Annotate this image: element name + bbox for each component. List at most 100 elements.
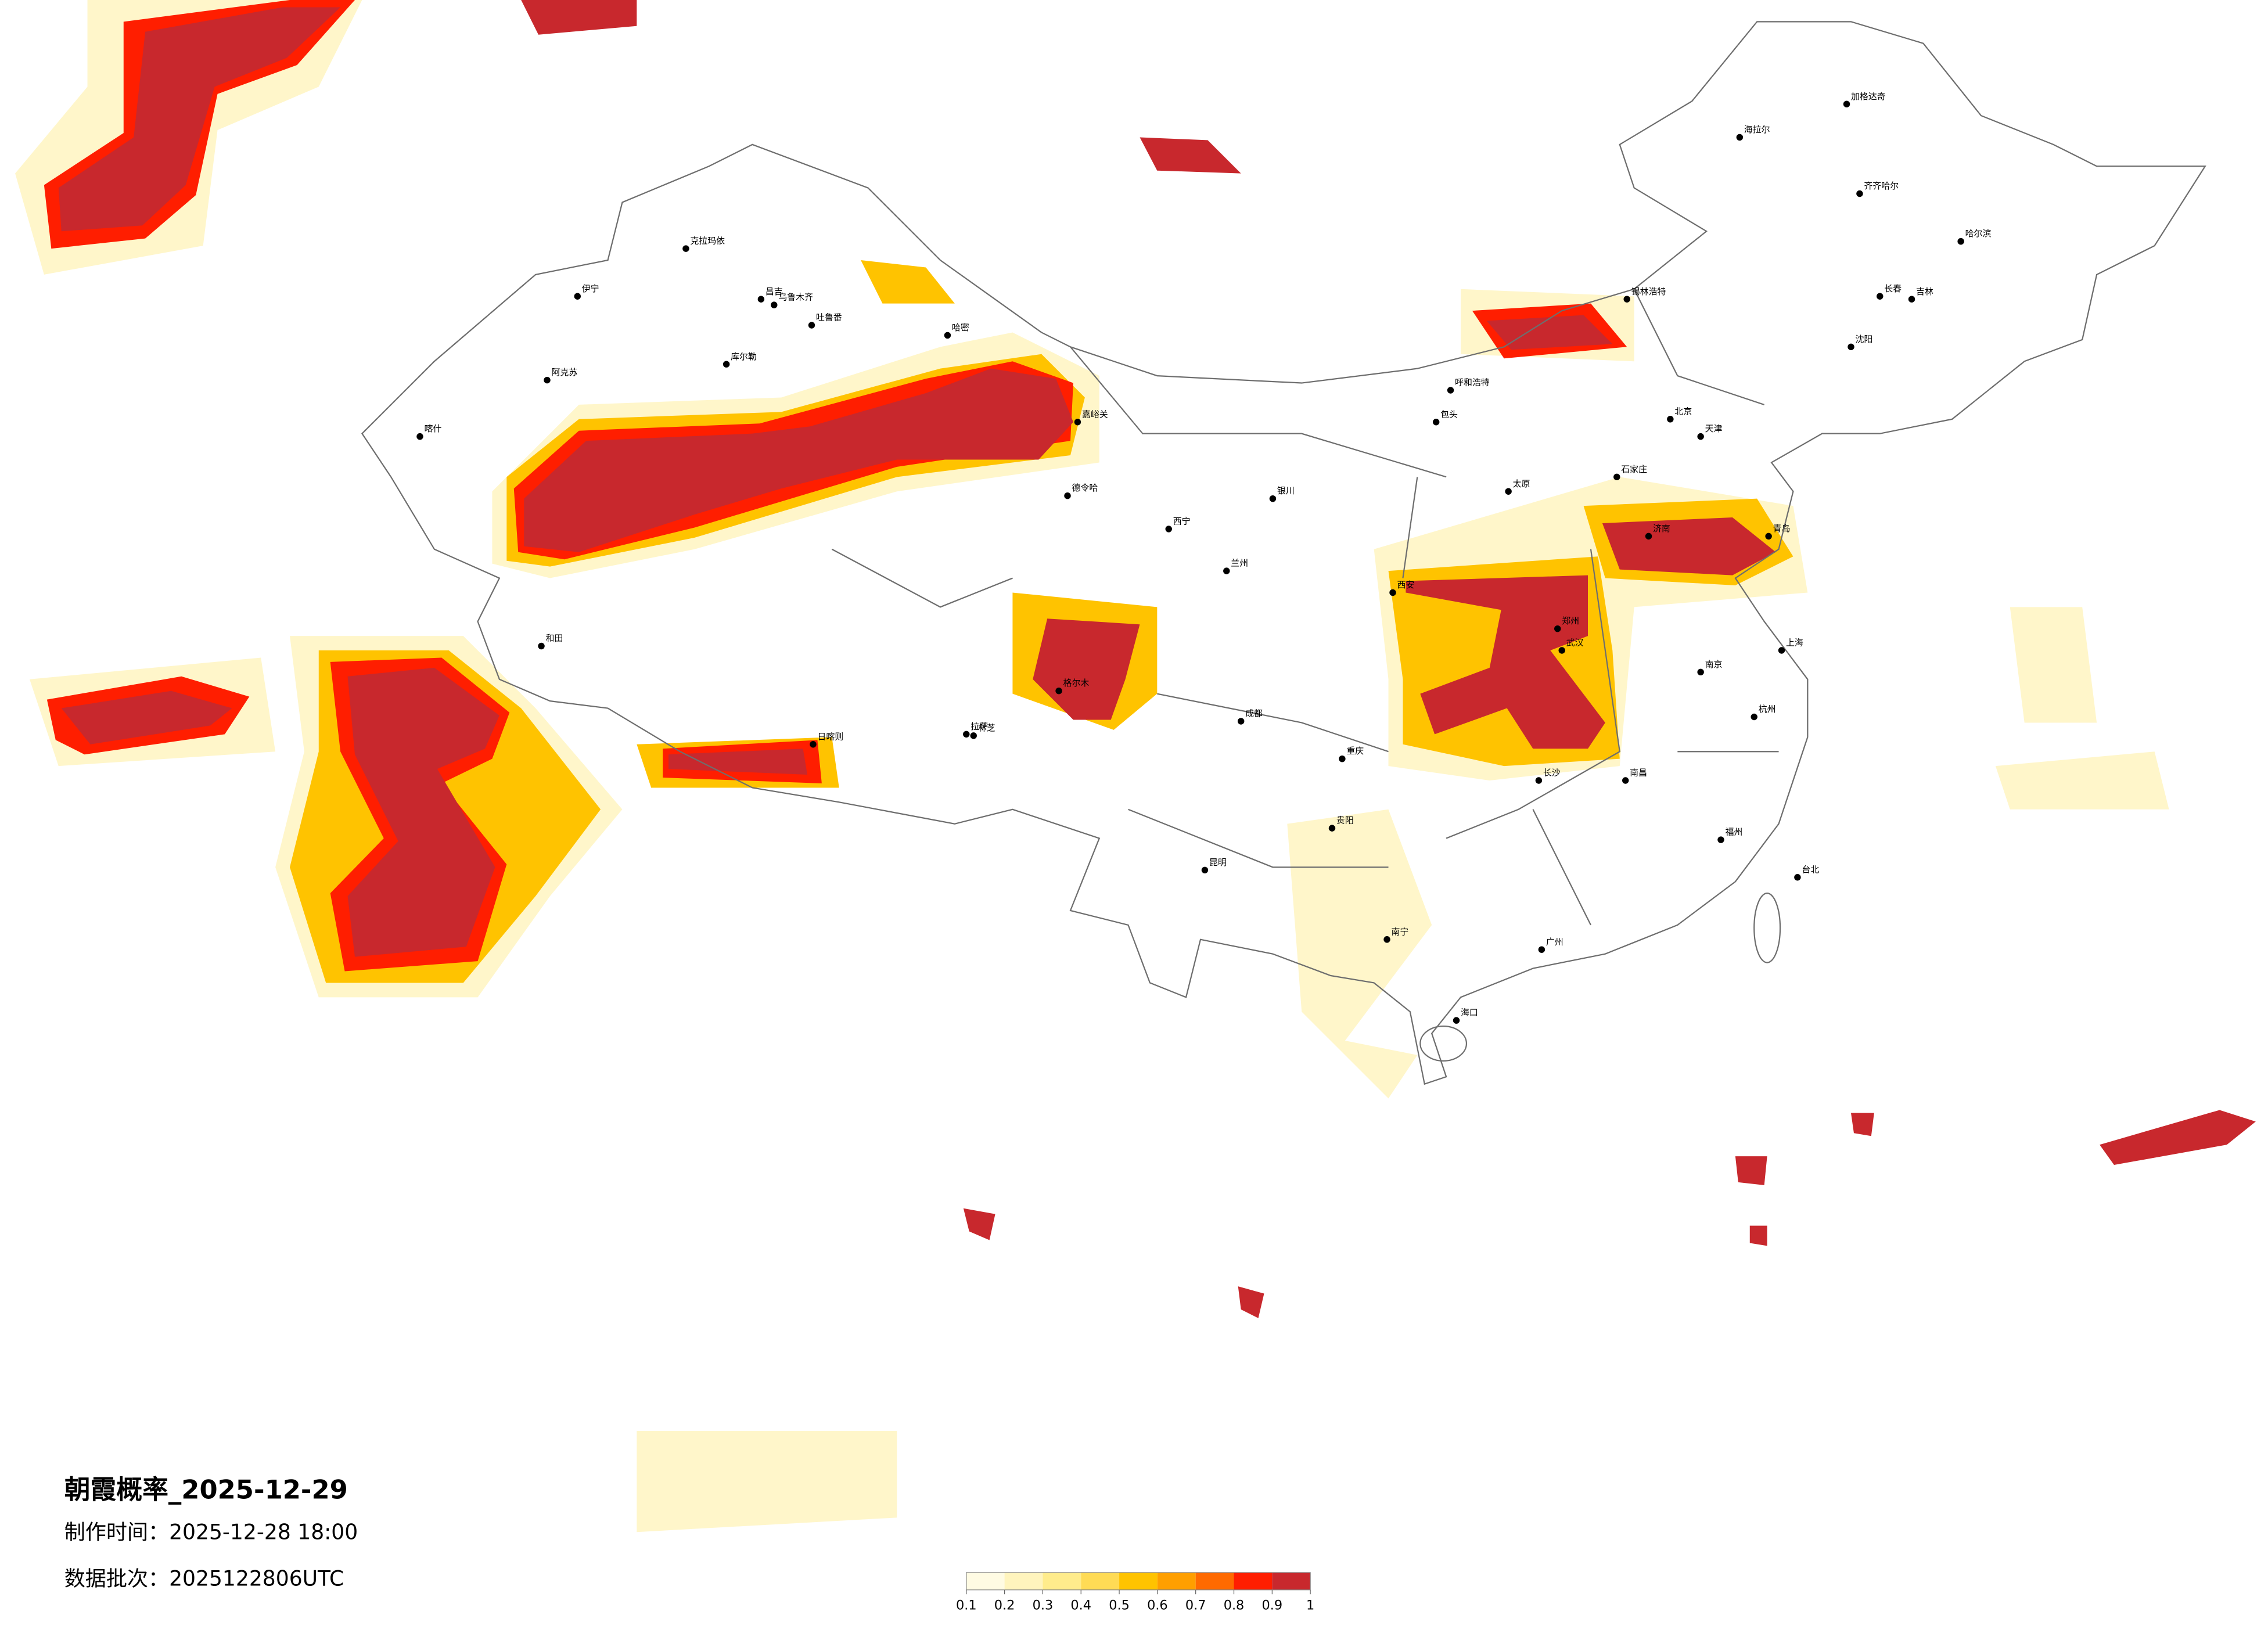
city-label: 嘉峪关: [1082, 409, 1108, 419]
colorbar-label: 0.6: [1147, 1598, 1168, 1613]
city-label: 杭州: [1759, 704, 1776, 714]
city-label: 日喀则: [817, 731, 843, 742]
colorbar-swatch: [1272, 1572, 1311, 1590]
city-dot: [944, 332, 951, 339]
colorbar-label: 0.1: [956, 1598, 977, 1613]
city-label: 成都: [1245, 708, 1263, 719]
colorbar-swatch: [1004, 1572, 1043, 1590]
city-dot: [1538, 946, 1545, 953]
city-dot: [544, 376, 551, 384]
colorbar-label: 0.2: [994, 1598, 1015, 1613]
city-label: 吐鲁番: [816, 312, 842, 323]
city-label: 海口: [1461, 1008, 1478, 1018]
colorbar-label: 0.9: [1262, 1598, 1283, 1613]
city-label: 喀什: [424, 423, 441, 434]
city-dot: [416, 433, 423, 440]
city-label: 台北: [1802, 864, 1819, 875]
city-dot: [1453, 1017, 1460, 1024]
city-label: 南京: [1705, 659, 1723, 670]
city-label: 长春: [1884, 283, 1902, 294]
city-dot: [1613, 473, 1620, 481]
city-dot: [1383, 936, 1390, 943]
city-dot: [1751, 713, 1757, 721]
city-label: 西安: [1397, 580, 1414, 590]
city-label: 银川: [1277, 485, 1295, 496]
colorbar-swatch: [966, 1572, 1005, 1590]
city-label: 德令哈: [1072, 483, 1098, 493]
colorbar-label: 0.5: [1109, 1598, 1130, 1613]
city-label: 武汉: [1566, 638, 1584, 648]
city-label: 库尔勒: [731, 351, 757, 362]
city-label: 加格达奇: [1851, 91, 1886, 102]
city-dot: [1957, 238, 1964, 245]
city-dot: [538, 642, 545, 650]
city-label: 郑州: [1562, 616, 1579, 626]
city-dot: [1558, 647, 1565, 654]
city-dot: [1074, 419, 1081, 426]
city-dot: [1697, 668, 1704, 676]
colorbar-label: 0.4: [1070, 1598, 1091, 1613]
colorbar-swatch: [1119, 1572, 1158, 1590]
city-dot: [1055, 687, 1062, 695]
colorbar-label: 1: [1306, 1598, 1314, 1613]
city-label: 哈尔滨: [1965, 228, 1992, 239]
city-label: 南昌: [1630, 768, 1647, 778]
city-label: 长沙: [1543, 768, 1561, 778]
info-block: 朝霞概率_2025-12-29 制作时间：2025-12-28 18:00 数据…: [64, 1474, 358, 1591]
city-dot: [1165, 526, 1172, 533]
city-dot: [574, 293, 581, 300]
city-label: 海拉尔: [1744, 124, 1770, 135]
city-dot: [1736, 134, 1744, 141]
city-dot: [771, 301, 778, 308]
colorbar-label: 0.3: [1033, 1598, 1054, 1613]
city-dot: [1328, 825, 1336, 832]
city-label: 格尔木: [1063, 678, 1090, 688]
colorbar-swatch: [1043, 1572, 1081, 1590]
city-label: 吉林: [1916, 286, 1933, 297]
city-dot: [1201, 866, 1209, 874]
city-label: 广州: [1546, 937, 1563, 947]
made-time: 制作时间：2025-12-28 18:00: [64, 1520, 358, 1545]
city-label: 重庆: [1346, 746, 1364, 756]
city-dot: [1794, 874, 1801, 881]
city-label: 上海: [1786, 638, 1803, 648]
city-label: 林芝: [978, 722, 995, 733]
city-dot: [1843, 100, 1850, 107]
city-dot: [1237, 718, 1245, 725]
city-label: 西宁: [1173, 516, 1191, 526]
city-dot: [1554, 625, 1561, 632]
city-label: 阿克苏: [551, 367, 577, 377]
city-label: 齐齐哈尔: [1864, 181, 1899, 191]
city-dot: [1877, 293, 1884, 300]
city-label: 昆明: [1209, 857, 1227, 868]
city-label: 昌吉: [765, 286, 783, 297]
city-label: 济南: [1653, 523, 1670, 534]
colorbar-swatch: [1157, 1572, 1196, 1590]
colorbar-swatch: [1234, 1572, 1273, 1590]
city-dot: [1697, 433, 1704, 440]
map-title: 朝霞概率_2025-12-29: [64, 1474, 348, 1505]
city-label: 石家庄: [1621, 464, 1647, 474]
city-dot: [757, 296, 765, 303]
city-label: 和田: [546, 633, 563, 643]
colorbar-label: 0.7: [1185, 1598, 1206, 1613]
colorbar-label: 0.8: [1224, 1598, 1245, 1613]
city-label: 哈密: [952, 322, 969, 333]
city-label: 呼和浩特: [1455, 377, 1490, 388]
city-dot: [1848, 343, 1854, 351]
city-dot: [1667, 416, 1674, 423]
city-dot: [1778, 647, 1785, 654]
city-label: 克拉玛依: [690, 236, 725, 246]
city-label: 乌鲁木齐: [778, 292, 813, 303]
city-dot: [1645, 533, 1652, 540]
city-dot: [1432, 419, 1440, 426]
city-label: 拉萨: [971, 721, 988, 732]
colorbar-swatch: [1081, 1572, 1120, 1590]
city-label: 太原: [1513, 479, 1530, 489]
probability-field: [15, 0, 2256, 1533]
colorbar-swatch: [1195, 1572, 1234, 1590]
city-label: 兰州: [1231, 558, 1248, 569]
city-label: 锡林浩特: [1631, 286, 1666, 297]
city-label: 贵阳: [1336, 815, 1354, 826]
